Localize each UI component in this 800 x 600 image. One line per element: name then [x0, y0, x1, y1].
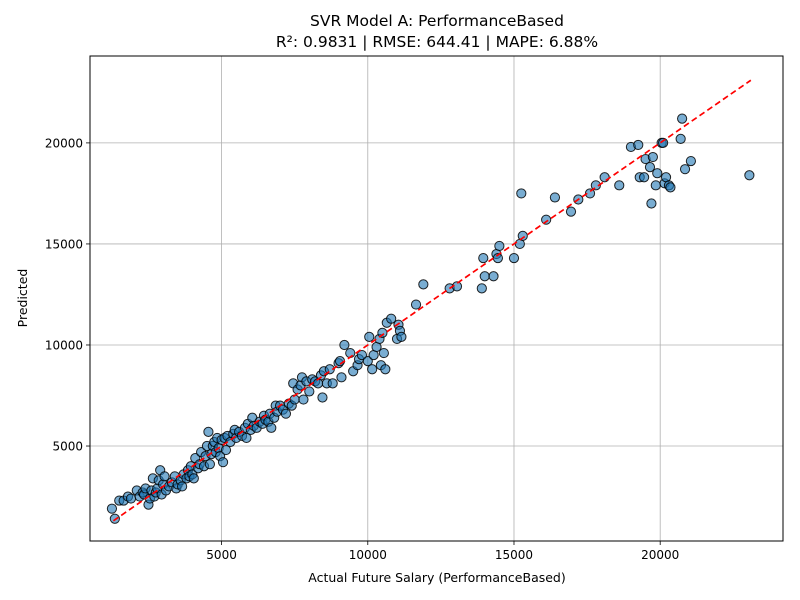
data-point	[386, 313, 397, 324]
data-point	[418, 279, 429, 290]
data-point	[565, 206, 577, 217]
data-point	[599, 172, 610, 183]
chart-title: SVR Model A: PerformanceBased	[310, 12, 564, 30]
y-tick-label: 20000	[45, 136, 83, 150]
data-point	[584, 188, 596, 199]
data-point	[658, 137, 669, 148]
data-point	[633, 139, 644, 151]
data-points	[106, 113, 755, 524]
data-point	[204, 459, 215, 470]
y-axis-label: Predicted	[15, 269, 30, 328]
data-point	[675, 133, 686, 144]
data-point	[220, 444, 232, 456]
x-tick-label: 10000	[349, 548, 387, 562]
data-point	[377, 327, 388, 338]
data-point	[508, 252, 520, 264]
data-point	[298, 394, 309, 405]
data-point	[317, 392, 328, 403]
reference-line-layer	[112, 79, 752, 522]
y-tick-label: 5000	[52, 440, 83, 454]
data-point	[650, 180, 661, 191]
data-point	[614, 180, 625, 191]
data-point	[685, 155, 696, 167]
data-point	[336, 372, 347, 383]
data-point	[241, 432, 252, 444]
data-point	[125, 493, 137, 504]
data-point	[677, 113, 688, 124]
data-point	[478, 252, 489, 264]
x-tick-label: 5000	[206, 548, 237, 562]
data-point	[488, 271, 499, 282]
data-point	[280, 408, 292, 419]
data-point	[639, 172, 650, 183]
x-axis-ticks: 5000 10000 15000 20000	[206, 541, 679, 562]
data-point	[367, 364, 378, 375]
data-point	[362, 356, 373, 367]
data-point	[646, 198, 657, 209]
data-point	[590, 180, 601, 191]
data-point	[516, 188, 527, 199]
data-point	[304, 386, 315, 397]
data-point	[188, 473, 199, 484]
data-point	[217, 457, 229, 468]
data-point	[410, 299, 422, 310]
data-point	[541, 214, 552, 225]
data-point	[327, 378, 338, 389]
data-point	[652, 168, 663, 179]
x-tick-label: 15000	[495, 548, 533, 562]
data-point	[339, 339, 350, 351]
plot-area-frame	[89, 55, 784, 542]
data-point	[177, 481, 188, 492]
data-point	[364, 331, 375, 342]
data-point	[203, 426, 214, 437]
x-axis-label: Actual Future Salary (PerformanceBased)	[308, 570, 566, 585]
data-point	[476, 283, 487, 294]
data-point	[396, 331, 407, 342]
data-point	[644, 162, 656, 173]
identity-reference-line	[112, 79, 752, 522]
data-point	[266, 422, 277, 433]
data-point	[378, 347, 389, 359]
data-point	[494, 240, 505, 252]
data-point	[679, 164, 691, 175]
data-point	[479, 271, 490, 282]
data-point	[647, 151, 658, 163]
y-axis-ticks: 5000 10000 15000 20000	[45, 136, 90, 454]
y-tick-label: 10000	[45, 338, 83, 352]
data-point	[106, 503, 118, 514]
data-point	[549, 192, 561, 203]
data-point	[744, 170, 755, 181]
y-tick-label: 15000	[45, 237, 83, 251]
data-point	[665, 182, 676, 193]
x-tick-label: 20000	[641, 548, 679, 562]
data-point	[380, 364, 391, 375]
data-point	[159, 471, 170, 482]
data-point	[356, 349, 368, 361]
chart-subtitle: R²: 0.9831 | RMSE: 644.41 | MAPE: 6.88%	[276, 33, 598, 51]
data-point	[324, 364, 335, 375]
data-point	[517, 230, 528, 241]
